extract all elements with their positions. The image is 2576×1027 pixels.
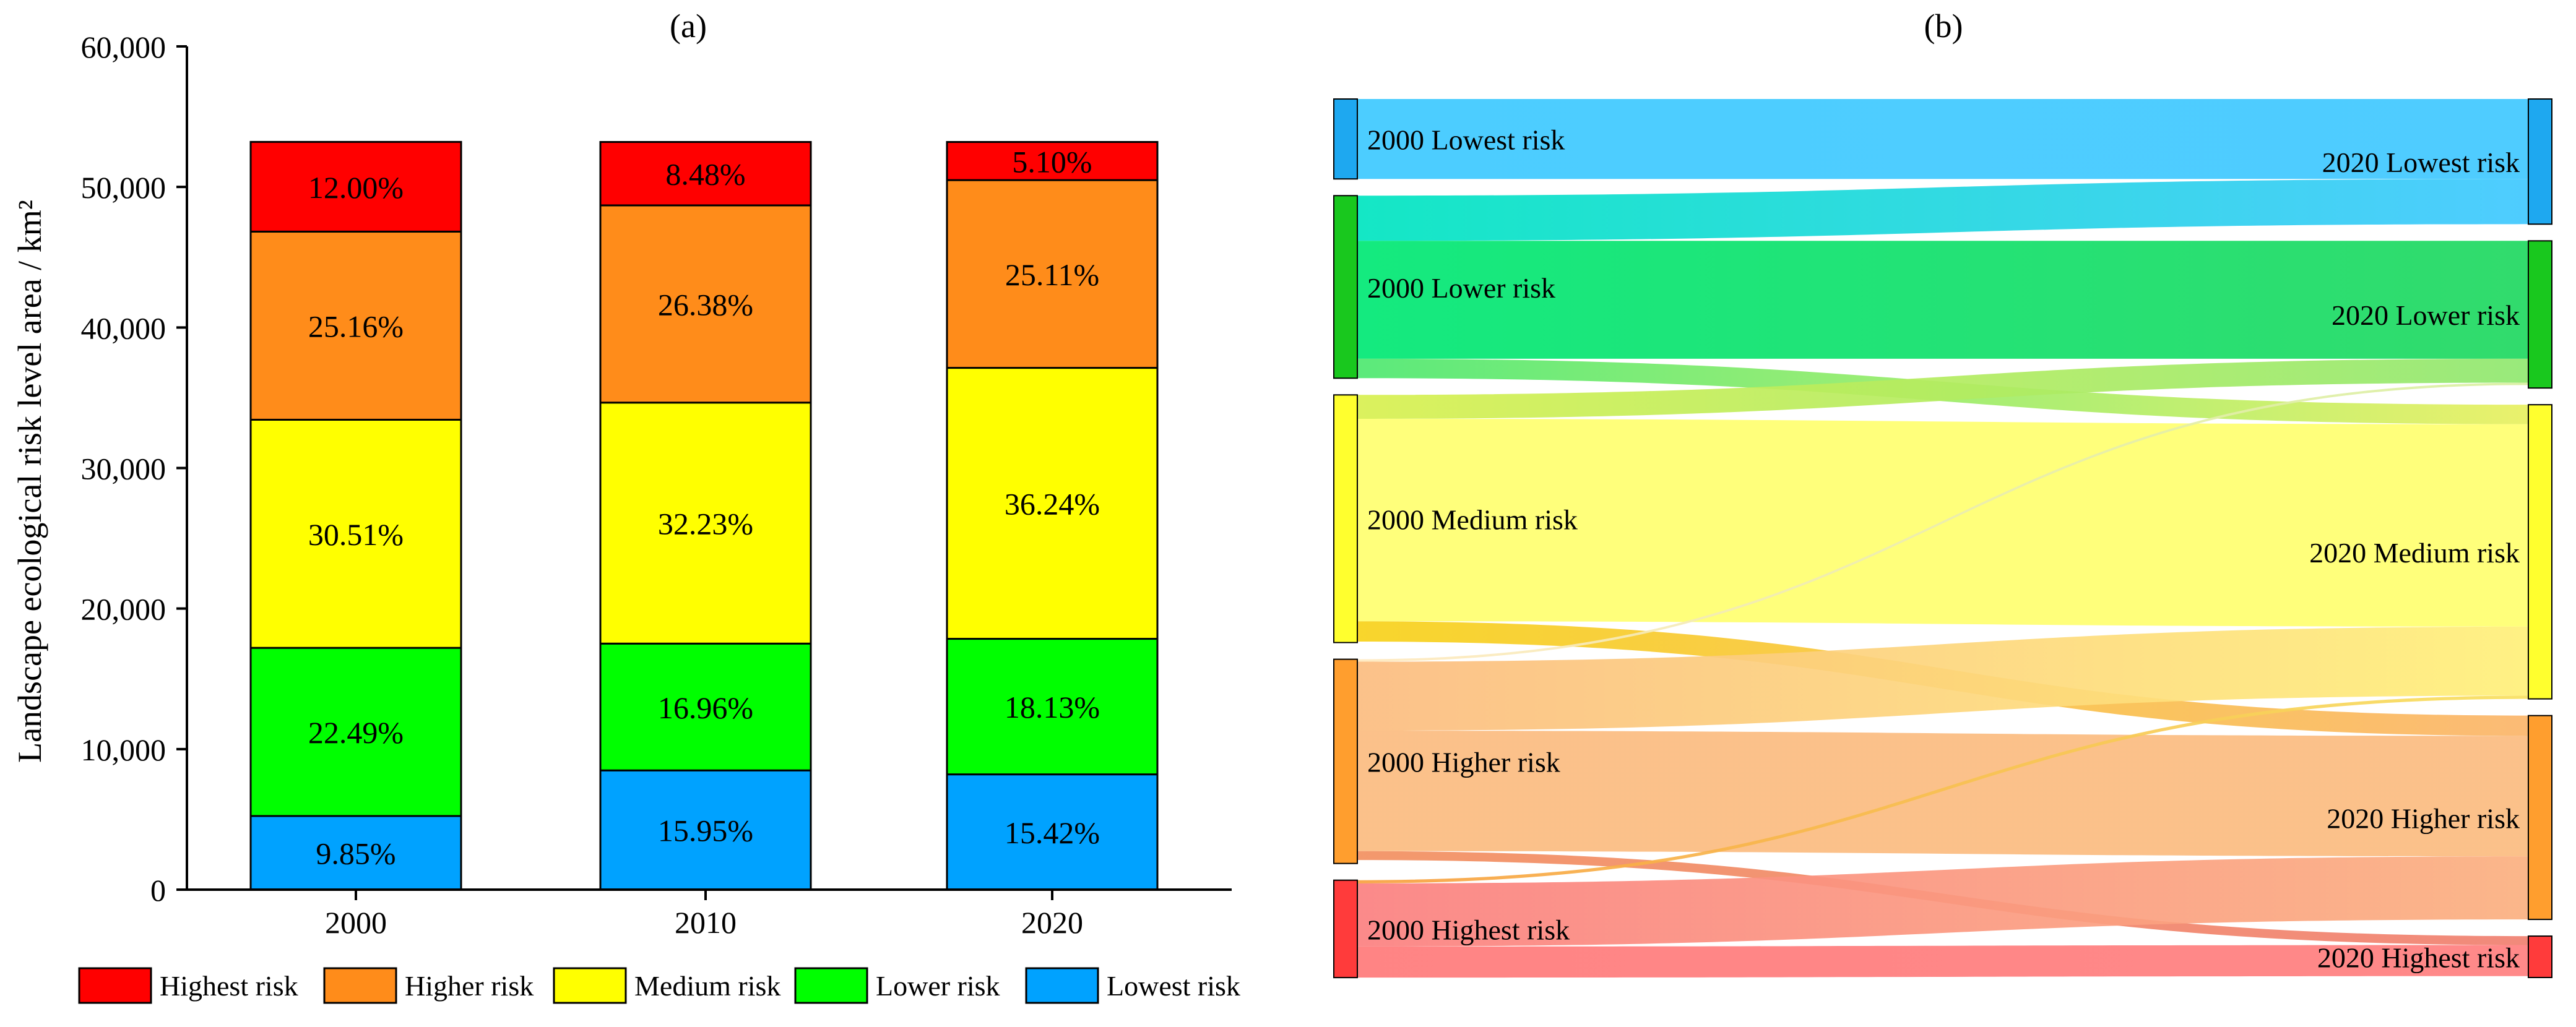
sankey-link-2000-highest-risk-to-2020-higher-risk bbox=[1357, 856, 2528, 947]
sankey-link-2000-lowest-risk-to-2020-lowest-risk bbox=[1357, 99, 2528, 179]
sankey-node-2020-medium-risk bbox=[2528, 404, 2552, 700]
y-tick-label: 30,000 bbox=[81, 452, 166, 486]
x-tick-label: 2010 bbox=[675, 905, 737, 940]
sankey-node-label: 2000 Lowest risk bbox=[1367, 124, 1565, 156]
sankey-link-2000-higher-risk-to-2020-lower-risk bbox=[1357, 382, 2528, 662]
bar-stack-group: 9.85% 22.49% 30.51% 25.16% 12.00% 15.95% 16.96… bbox=[249, 140, 1159, 891]
sankey-node-2000-higher-risk bbox=[1333, 658, 1358, 864]
sankey-node-label: 2000 Higher risk bbox=[1367, 747, 1560, 778]
sankey-nodes: 2000 Lowest risk 2000 Lower risk 2000 Medi… bbox=[1333, 98, 2552, 979]
sankey-link-2000-medium-risk-to-2020-lower-risk bbox=[1357, 358, 2528, 419]
sankey-link-2000-higher-risk-to-2020-medium-risk bbox=[1357, 626, 2528, 731]
sankey-link-2000-highest-risk-to-2020-highest-risk bbox=[1357, 945, 2528, 978]
legend-swatch-lowest-risk bbox=[1025, 967, 1099, 1004]
y-tick-label: 60,000 bbox=[81, 30, 166, 64]
y-tick-label: 40,000 bbox=[81, 311, 166, 345]
sankey-links bbox=[1357, 99, 2528, 978]
sankey-node-label: 2020 Lower risk bbox=[2332, 299, 2520, 331]
legend-label-lowest-risk: Lowest risk bbox=[1107, 970, 1240, 1002]
y-tick-label: 10,000 bbox=[81, 733, 166, 767]
sankey-node-2000-highest-risk bbox=[1333, 879, 1358, 979]
chart-legend: Highest risk Higher risk Medium risk Lower … bbox=[78, 967, 1240, 1004]
sankey-link-2000-highest-risk-to-2020-medium-risk bbox=[1357, 695, 2528, 883]
bar-segment-highest-risk-2000 bbox=[249, 140, 462, 233]
legend-swatch-higher-risk bbox=[323, 967, 397, 1004]
stacked-bar-panel: (a) Landscape ecological risk level area… bbox=[11, 7, 1240, 1004]
y-tick-label: 20,000 bbox=[81, 592, 166, 627]
bar-segment-highest-risk-2020 bbox=[946, 140, 1159, 181]
legend-label-medium-risk: Medium risk bbox=[634, 970, 780, 1002]
y-tick-label: 50,000 bbox=[81, 170, 166, 205]
bar-data-label: 25.11% bbox=[1005, 257, 1099, 292]
bar-data-label: 15.42% bbox=[1005, 815, 1100, 850]
y-axis-title: Landscape ecological risk level area / k… bbox=[11, 200, 48, 763]
sankey-link-2000-lower-risk-to-2020-lowest-risk bbox=[1357, 179, 2528, 241]
bar-segment-higher-risk-2010 bbox=[599, 204, 812, 404]
bar-segment-lowest-risk-2020 bbox=[946, 773, 1159, 891]
bar-data-label: 5.10% bbox=[1012, 144, 1092, 179]
y-axis-ticks: 0 10,000 20,000 30,000 40,000 50,000 60,000 bbox=[81, 30, 187, 908]
bar-segment-higher-risk-2020 bbox=[946, 179, 1159, 369]
bar-segment-lower-risk-2000 bbox=[249, 647, 462, 817]
sankey-node-label: 2020 Higher risk bbox=[2327, 802, 2520, 834]
bar-segment-lower-risk-2020 bbox=[946, 638, 1159, 776]
sankey-link-2000-higher-risk-to-2020-higher-risk bbox=[1357, 731, 2528, 857]
bar-data-label: 16.96% bbox=[658, 690, 753, 725]
bar-data-label: 8.48% bbox=[665, 157, 745, 192]
sankey-node-2020-highest-risk bbox=[2528, 935, 2552, 979]
sankey-node-2000-lower-risk bbox=[1333, 195, 1358, 379]
bar-segment-lowest-risk-2010 bbox=[599, 769, 812, 891]
legend-label-highest-risk: Highest risk bbox=[160, 970, 298, 1002]
sankey-node-label: 2020 Highest risk bbox=[2317, 942, 2520, 974]
bar-data-label: 26.38% bbox=[658, 287, 753, 322]
bar-segment-medium-risk-2010 bbox=[599, 402, 812, 645]
legend-label-higher-risk: Higher risk bbox=[405, 970, 534, 1002]
x-tick-label: 2020 bbox=[1021, 905, 1083, 940]
x-tick-label: 2000 bbox=[325, 905, 387, 940]
sankey-link-2000-lower-risk-to-2020-lower-risk bbox=[1357, 241, 2528, 359]
bar-data-label: 15.95% bbox=[658, 814, 753, 848]
bar-data-label: 18.13% bbox=[1005, 690, 1100, 724]
sankey-node-2020-lower-risk bbox=[2528, 240, 2552, 389]
bar-segment-higher-risk-2000 bbox=[249, 230, 462, 421]
legend-label-lower-risk: Lower risk bbox=[876, 970, 1000, 1002]
sankey-node-label: 2000 Lower risk bbox=[1367, 272, 1555, 304]
legend-swatch-highest-risk bbox=[78, 967, 152, 1004]
sankey-node-label: 2000 Highest risk bbox=[1367, 914, 1570, 945]
panel-a-label: (a) bbox=[670, 7, 707, 45]
sankey-node-label: 2000 Medium risk bbox=[1367, 504, 1578, 535]
bar-segment-medium-risk-2000 bbox=[249, 418, 462, 649]
panel-b-label: (b) bbox=[1924, 7, 1963, 45]
sankey-node-label: 2020 Medium risk bbox=[2309, 537, 2520, 569]
bar-data-label: 36.24% bbox=[1005, 487, 1100, 522]
bar-data-label: 9.85% bbox=[316, 836, 395, 870]
x-axis-ticks: 2000 2010 2020 bbox=[325, 890, 1083, 940]
legend-swatch-lower-risk bbox=[794, 967, 868, 1004]
bar-data-label: 32.23% bbox=[658, 507, 753, 541]
bar-segment-highest-risk-2010 bbox=[599, 140, 812, 207]
sankey-node-2020-higher-risk bbox=[2528, 715, 2552, 921]
bar-data-label: 22.49% bbox=[308, 715, 404, 750]
bar-segment-lower-risk-2010 bbox=[599, 642, 812, 771]
bar-data-label: 30.51% bbox=[308, 517, 404, 552]
sankey-node-2000-lowest-risk bbox=[1333, 98, 1358, 180]
sankey-node-label: 2020 Lowest risk bbox=[2322, 147, 2520, 178]
sankey-node-2020-lowest-risk bbox=[2528, 98, 2552, 225]
bar-data-label: 25.16% bbox=[308, 309, 404, 343]
sankey-node-2000-medium-risk bbox=[1333, 394, 1358, 643]
bar-data-label: 12.00% bbox=[308, 170, 404, 205]
legend-swatch-medium-risk bbox=[553, 967, 627, 1004]
bar-segment-medium-risk-2020 bbox=[946, 367, 1159, 640]
y-tick-label: 0 bbox=[150, 873, 166, 908]
